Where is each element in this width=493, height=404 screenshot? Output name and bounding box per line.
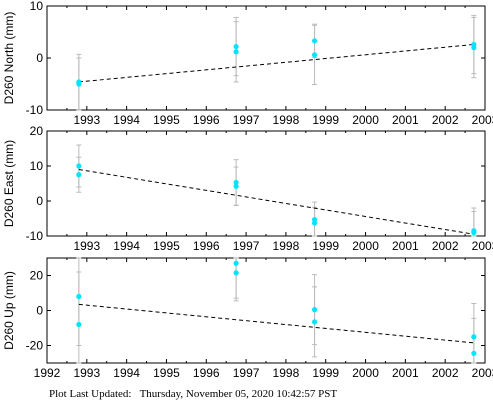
x-tick-label: 1996 <box>193 366 220 380</box>
x-tick-label: 1996 <box>193 113 220 127</box>
y-axis-title: D260 Up (mm) <box>2 271 16 350</box>
x-tick-label: 1999 <box>312 113 339 127</box>
x-tick-label: 1998 <box>273 113 300 127</box>
panel-2: 1993 1994 1995 1996 1997 1998 1999 2000 2001 2002… <box>2 124 493 253</box>
plot-frame <box>46 130 486 237</box>
data-point <box>471 229 477 236</box>
x-tick-label: 2000 <box>352 239 379 253</box>
x-tick-label: 1997 <box>233 366 260 380</box>
x-tick-label: 2000 <box>352 113 379 127</box>
x-tick-label: 2002 <box>432 366 459 380</box>
x-tick-label: 1994 <box>113 366 140 380</box>
x-tick-label: 2003 <box>472 366 493 380</box>
data-point <box>311 52 318 58</box>
y-tick-label: 10 <box>30 0 44 13</box>
data-point <box>233 43 239 50</box>
footer-label: Plot Last Updated: <box>49 388 132 400</box>
x-tick-label: 1997 <box>233 113 260 127</box>
x-tick-label: 1998 <box>273 239 300 253</box>
data-point <box>76 81 82 87</box>
panel-1: 1993 1994 1995 1996 1997 1998 1999 2000 2001 2002… <box>2 0 493 127</box>
data-point <box>233 260 239 266</box>
y-tick-label: -10 <box>26 229 44 243</box>
plot-frame <box>46 257 486 364</box>
y-axis-title: D260 North (mm) <box>2 12 16 105</box>
data-point <box>76 172 82 178</box>
data-point <box>76 293 82 300</box>
plot-frame <box>46 5 486 111</box>
y-tick-label: 20 <box>30 269 44 283</box>
data-point <box>76 163 82 169</box>
data-point <box>311 307 318 313</box>
x-tick-label: 2001 <box>392 239 419 253</box>
y-tick-label: 10 <box>30 159 44 173</box>
data-point <box>233 183 239 189</box>
data-point <box>471 350 477 356</box>
x-tick-label: 2003 <box>472 113 493 127</box>
plot-update-footer: Plot Last Updated: Thursday, November 05… <box>49 388 337 400</box>
x-tick-label: 1997 <box>233 239 260 253</box>
x-tick-label: 1996 <box>193 239 220 253</box>
x-tick-label: 1995 <box>153 366 180 380</box>
x-tick-label: 2000 <box>352 366 379 380</box>
data-point <box>471 334 477 340</box>
x-tick-label: 1993 <box>73 366 100 380</box>
data-point <box>233 270 239 276</box>
data-point <box>311 38 318 44</box>
y-tick-label: 20 <box>30 124 44 138</box>
x-tick-label: 2003 <box>472 239 493 253</box>
data-point <box>76 321 82 328</box>
x-tick-label: 1992 <box>34 366 61 380</box>
x-tick-label: 1999 <box>312 239 339 253</box>
x-tick-label: 1995 <box>153 113 180 127</box>
y-axis-title: D260 East (mm) <box>2 140 16 227</box>
footer-timestamp: Thursday, November 05, 2020 10:42:57 PST <box>139 388 338 400</box>
x-tick-label: 1998 <box>273 366 300 380</box>
data-point <box>471 45 477 51</box>
data-point <box>233 49 239 55</box>
data-point <box>311 220 318 226</box>
x-tick-label: 1994 <box>113 239 140 253</box>
x-tick-label: 1993 <box>73 113 100 127</box>
panel-3: 1992 1993 1994 1995 1996 1997 1998 1999 2000 2001… <box>2 257 493 380</box>
x-tick-label: 2001 <box>392 366 419 380</box>
y-tick-label: 0 <box>36 304 43 318</box>
x-tick-label: 2001 <box>392 113 419 127</box>
x-tick-label: 1994 <box>113 113 140 127</box>
data-point <box>311 319 318 325</box>
x-tick-label: 1995 <box>153 239 180 253</box>
x-tick-label: 1993 <box>73 239 100 253</box>
trend-line <box>78 303 474 344</box>
data-point <box>233 179 239 186</box>
x-tick-label: 2002 <box>432 113 459 127</box>
y-tick-label: 0 <box>36 51 43 65</box>
x-tick-label: 1999 <box>312 366 339 380</box>
x-tick-label: 2002 <box>432 239 459 253</box>
y-tick-label: 0 <box>36 194 43 208</box>
y-tick-label: -10 <box>26 103 44 117</box>
trend-line <box>78 169 474 235</box>
y-tick-label: -20 <box>26 339 44 353</box>
trend-line <box>78 43 474 83</box>
